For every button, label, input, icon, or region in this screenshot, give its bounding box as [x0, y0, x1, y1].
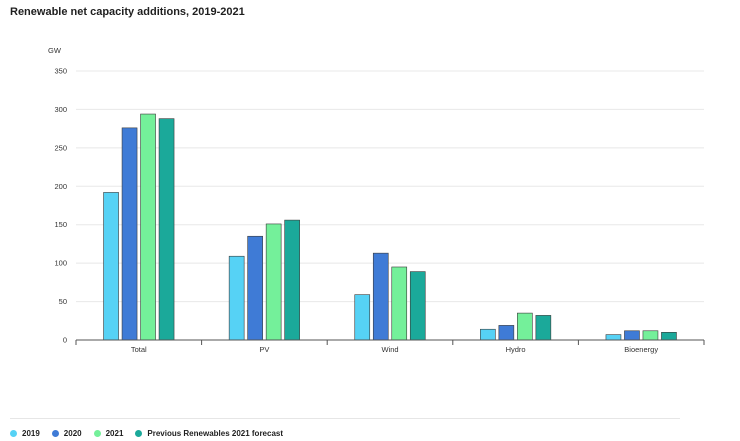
x-axis-categories: Total PV Wind Hydro Bioenergy: [131, 345, 658, 354]
y-tick-label: 150: [54, 220, 67, 229]
legend-item[interactable]: 2020: [51, 429, 82, 438]
bar-hydro-previous-renewables-2021-forecast: [535, 315, 552, 341]
legend-swatch: [51, 430, 59, 437]
bars: [103, 113, 677, 341]
legend-item[interactable]: Previous Renewables 2021 forecast: [135, 429, 283, 438]
bar-wind-2020: [372, 252, 389, 341]
y-tick-label: 100: [54, 259, 67, 268]
legend-item[interactable]: 2019: [10, 429, 40, 438]
legend-label: 2019: [22, 429, 40, 438]
y-tick-label: 300: [54, 105, 67, 114]
bar-wind-2019: [354, 294, 371, 341]
legend-swatch: [135, 430, 143, 437]
legend-swatch: [10, 430, 17, 437]
x-category-label: Bioenergy: [624, 345, 658, 354]
legend-label: Previous Renewables 2021 forecast: [147, 429, 284, 438]
bar-hydro-2021: [517, 312, 533, 341]
bar-wind-2021: [391, 266, 408, 341]
y-tick-label: 200: [54, 182, 67, 191]
x-axis: [75, 339, 705, 345]
x-category-label: PV: [259, 345, 269, 354]
y-tick-label: 0: [63, 336, 67, 345]
bar-pv-2019: [228, 255, 245, 341]
gridlines: [76, 70, 704, 303]
bar-hydro-2019: [480, 328, 496, 341]
bar-bioenergy-previous-renewables-2021-forecast: [661, 332, 677, 341]
bar-bioenergy-2019: [605, 334, 622, 341]
legend-swatch: [93, 430, 101, 437]
y-axis-unit-label: GW: [48, 46, 62, 55]
bar-wind-previous-renewables-2021-forecast: [409, 271, 426, 341]
x-category-label: Hydro: [506, 345, 526, 354]
bar-pv-2020: [247, 235, 263, 341]
legend-label: 2020: [63, 429, 82, 438]
x-category-label: Total: [131, 345, 147, 354]
bar-pv-previous-renewables-2021-forecast: [284, 219, 300, 341]
bar-pv-2021: [265, 223, 282, 341]
y-tick-label: 250: [54, 143, 67, 152]
x-category-label: Wind: [381, 345, 398, 354]
bar-bioenergy-2020: [624, 330, 640, 341]
bar-hydro-2020: [498, 325, 515, 341]
y-axis-ticks: 0 50 100 150 200 250 300 350: [54, 67, 67, 345]
bar-total-2021: [140, 113, 156, 341]
y-tick-label: 50: [59, 297, 67, 306]
bar-total-previous-renewables-2021-forecast: [158, 118, 175, 341]
chart-title: Renewable net capacity additions, 2019-2…: [10, 6, 245, 18]
bar-total-2019: [103, 192, 119, 341]
legend-label: 2021: [105, 429, 124, 438]
legend-divider: [10, 418, 680, 419]
bar-bioenergy-2021: [642, 330, 659, 341]
bar-total-2020: [121, 127, 138, 341]
legend-item[interactable]: 2021: [93, 429, 124, 438]
y-tick-label: 350: [54, 67, 67, 76]
legend: 2019 2020 2021 Previous Renewables 2021 for…: [10, 429, 283, 438]
